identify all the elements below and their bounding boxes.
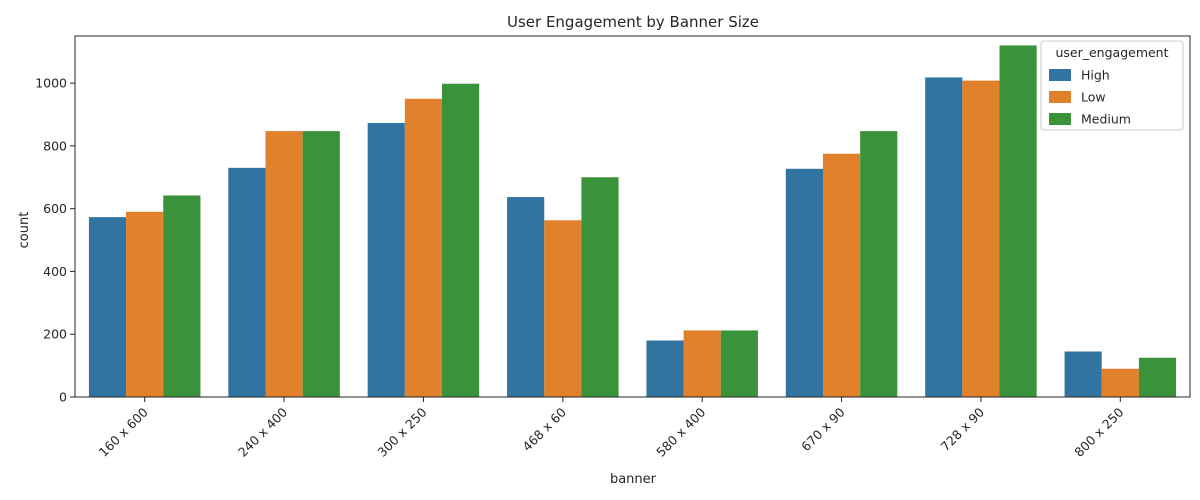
bar-low-4 [683, 330, 721, 397]
bar-medium-0 [163, 195, 201, 397]
bar-high-4 [646, 340, 684, 397]
bar-high-2 [367, 122, 405, 397]
x-tick-label: 728 x 90 [937, 404, 987, 454]
legend-title: user_engagement [1055, 45, 1168, 60]
bar-low-3 [544, 220, 582, 397]
y-tick-label: 0 [59, 390, 67, 405]
legend-swatch-high [1049, 69, 1071, 81]
bar-low-0 [126, 211, 164, 397]
legend-swatch-medium [1049, 113, 1071, 125]
x-tick-label: 300 x 250 [374, 404, 429, 459]
bar-low-1 [265, 131, 303, 397]
y-axis: 0 200 400 600 800 1000 [35, 35, 1191, 405]
x-axis: 160 x 600 240 x 400 300 x 250 468 x 60 580 x… [96, 397, 1126, 460]
y-tick-label: 600 [43, 201, 67, 216]
bar-high-1 [228, 167, 266, 397]
bar-high-0 [88, 217, 127, 397]
bar-low-6 [962, 80, 1000, 397]
bar-low-7 [1101, 368, 1139, 397]
bar-medium-6 [999, 45, 1037, 398]
bar-low-2 [404, 98, 443, 397]
legend-label-medium: Medium [1081, 112, 1131, 127]
legend-swatch-low [1049, 91, 1071, 103]
y-tick-label: 1000 [35, 76, 67, 91]
y-tick-label: 200 [43, 327, 67, 342]
bar-medium-5 [860, 131, 898, 397]
bar-medium-2 [442, 83, 480, 398]
bar-low-5 [822, 153, 861, 397]
x-tick-label: 800 x 250 [1071, 404, 1126, 459]
bar-medium-3 [581, 177, 619, 397]
bar-high-3 [507, 197, 545, 397]
legend: user_engagement High Low Medium [1040, 40, 1184, 131]
legend-label-low: Low [1081, 90, 1106, 105]
bar-medium-4 [720, 330, 758, 397]
bar-medium-1 [302, 131, 340, 397]
bar-high-6 [925, 77, 963, 397]
y-tick-label: 800 [43, 138, 67, 153]
x-tick-label: 670 x 90 [798, 404, 848, 454]
legend-label-high: High [1081, 68, 1110, 83]
plot-frame [74, 35, 1191, 398]
x-axis-label: banner [610, 472, 657, 487]
bars-group [88, 45, 1177, 398]
legend-box [1040, 40, 1184, 131]
bar-high-5 [785, 168, 823, 397]
y-axis-label: count [17, 212, 32, 249]
x-tick-label: 160 x 600 [96, 404, 151, 459]
x-tick-label: 240 x 400 [235, 404, 290, 459]
y-tick-label: 400 [43, 264, 67, 279]
x-tick-label: 468 x 60 [519, 404, 569, 454]
bar-medium-7 [1138, 357, 1177, 397]
x-tick-label: 580 x 400 [653, 404, 708, 459]
chart-title: User Engagement by Banner Size [507, 13, 759, 31]
bar-high-7 [1064, 351, 1102, 397]
